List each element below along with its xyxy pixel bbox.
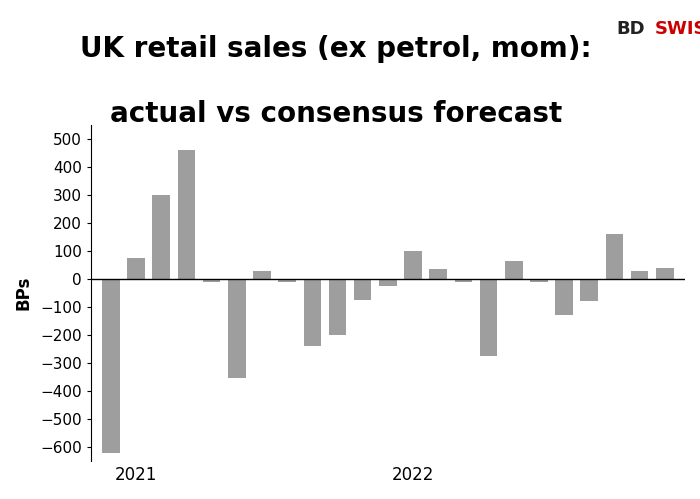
Bar — [178, 150, 195, 279]
Bar — [329, 279, 346, 335]
Bar — [304, 279, 321, 346]
Bar — [555, 279, 573, 315]
Bar — [228, 279, 246, 378]
Bar — [379, 279, 397, 286]
Bar — [631, 270, 648, 279]
Bar — [606, 234, 623, 279]
Bar — [404, 251, 422, 279]
Bar — [656, 268, 673, 279]
Bar — [279, 279, 296, 282]
Bar — [127, 258, 145, 279]
Bar — [203, 279, 220, 282]
Text: BD: BD — [616, 20, 645, 38]
Bar — [354, 279, 372, 300]
Text: actual vs consensus forecast: actual vs consensus forecast — [110, 100, 562, 128]
Bar — [454, 279, 472, 282]
Bar — [153, 195, 170, 279]
Text: SWISS: SWISS — [654, 20, 700, 38]
Y-axis label: BPs: BPs — [15, 276, 33, 310]
Bar — [429, 269, 447, 279]
Text: UK retail sales (ex petrol, mom):: UK retail sales (ex petrol, mom): — [80, 35, 592, 63]
Bar — [253, 270, 271, 279]
Bar — [480, 279, 498, 356]
Bar — [580, 279, 598, 301]
Bar — [505, 260, 523, 279]
Bar — [102, 279, 120, 453]
Bar — [530, 279, 548, 282]
